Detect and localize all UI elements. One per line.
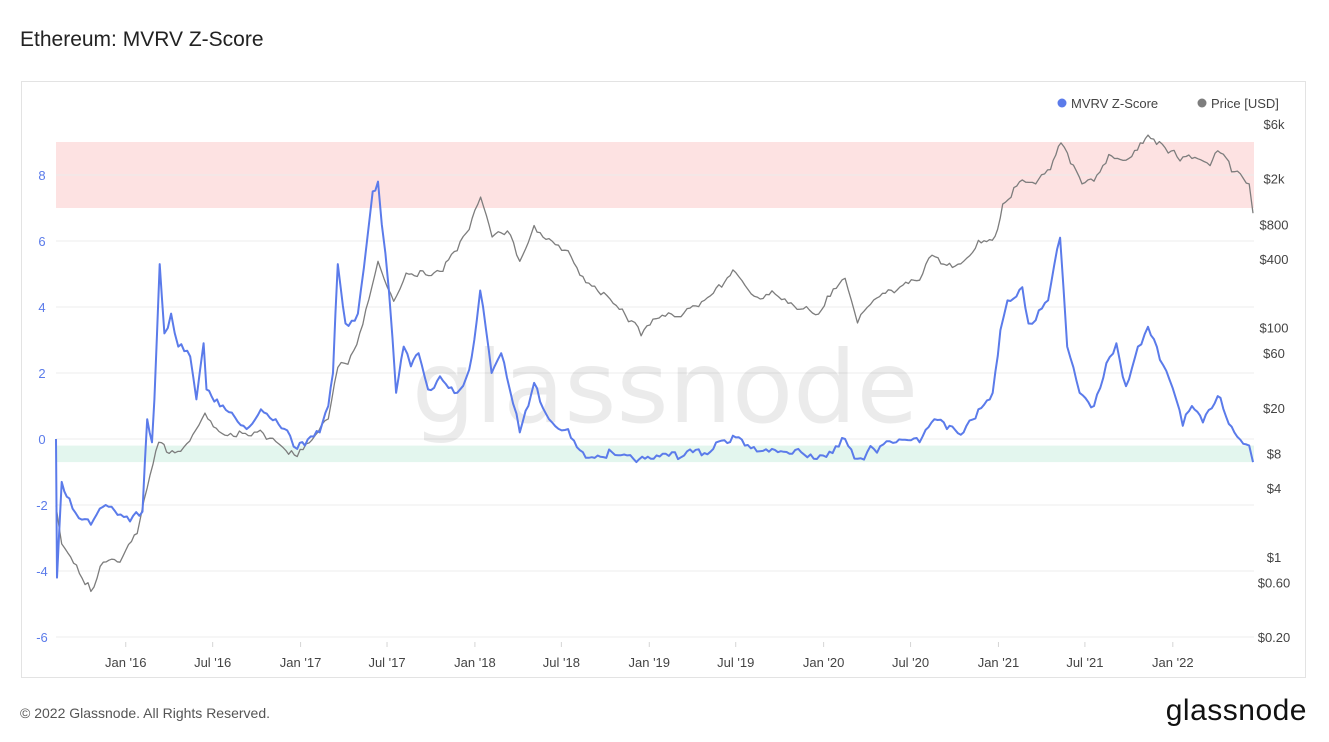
glassnode-logo[interactable]: glassnode — [1165, 694, 1307, 727]
left-axis-tick-label: -6 — [36, 630, 48, 645]
x-axis-tick-label: Jul '18 — [543, 655, 580, 670]
mvrv-zscore-line — [55, 180, 1254, 579]
x-axis-tick-label: Jan '19 — [629, 655, 671, 670]
bottom-band — [56, 445, 1254, 463]
legend-label: Price [USD] — [1211, 96, 1279, 111]
right-axis-tick-label: $2k — [1264, 172, 1285, 187]
legend-item-price-usd[interactable]: Price [USD] — [1197, 96, 1279, 111]
right-axis-tick-label: $20 — [1263, 401, 1285, 416]
left-axis-tick-label: 8 — [38, 168, 45, 183]
left-axis-tick-label: 6 — [38, 234, 45, 249]
copyright-text: © 2022 Glassnode. All Rights Reserved. — [20, 705, 271, 721]
left-axis-tick-label: -4 — [36, 564, 48, 579]
left-axis-tick-label: -2 — [36, 498, 48, 513]
right-axis-tick-label: $1 — [1267, 550, 1281, 565]
right-axis-tick-label: $6k — [1264, 117, 1285, 132]
mvrv-zscore-chart[interactable]: glassnode 8 6 4 2 0 -2 -4 -6 $6k $2k $800 $400 $100 $6… — [22, 82, 1307, 679]
x-axis-tick-label: Jul '16 — [194, 655, 231, 670]
x-axis-tick-label: Jan '20 — [803, 655, 845, 670]
x-axis-tick-label: Jul '17 — [368, 655, 405, 670]
x-axis-tick-label: Jul '21 — [1066, 655, 1103, 670]
right-axis-tick-label: $4 — [1267, 481, 1281, 496]
x-axis-tick-label: Jan '16 — [105, 655, 147, 670]
x-axis-tick-label: Jul '19 — [717, 655, 754, 670]
watermark: glassnode — [412, 329, 918, 446]
right-axis-tick-label: $800 — [1260, 217, 1289, 232]
left-axis-tick-label: 4 — [38, 300, 45, 315]
legend-dot-icon — [1057, 98, 1067, 108]
right-axis-tick-label: $8 — [1267, 446, 1281, 461]
x-axis-tick-label: Jan '22 — [1152, 655, 1194, 670]
right-axis-tick-label: $0.20 — [1258, 630, 1291, 645]
legend-label: MVRV Z-Score — [1071, 96, 1158, 111]
left-axis-tick-label: 0 — [38, 432, 45, 447]
right-axis-tick-label: $400 — [1260, 252, 1289, 267]
left-axis-tick-label: 2 — [38, 366, 45, 381]
legend-dot-icon — [1197, 98, 1207, 108]
x-axis-tick-label: Jan '21 — [978, 655, 1020, 670]
x-axis-tick-label: Jan '18 — [454, 655, 496, 670]
right-axis-tick-label: $100 — [1260, 321, 1289, 336]
x-axis-tick-label: Jan '17 — [280, 655, 322, 670]
legend-item-mvrv-zscore[interactable]: MVRV Z-Score — [1057, 96, 1159, 111]
price-usd-line — [55, 134, 1254, 593]
right-axis-tick-label: $60 — [1263, 346, 1285, 361]
chart-title: Ethereum: MVRV Z-Score — [20, 28, 264, 51]
x-axis-tick-label: Jul '20 — [892, 655, 929, 670]
right-axis-tick-label: $0.60 — [1258, 575, 1291, 590]
chart-panel: glassnode 8 6 4 2 0 -2 -4 -6 $6k $2k $800 $400 $100 $6… — [21, 81, 1306, 678]
